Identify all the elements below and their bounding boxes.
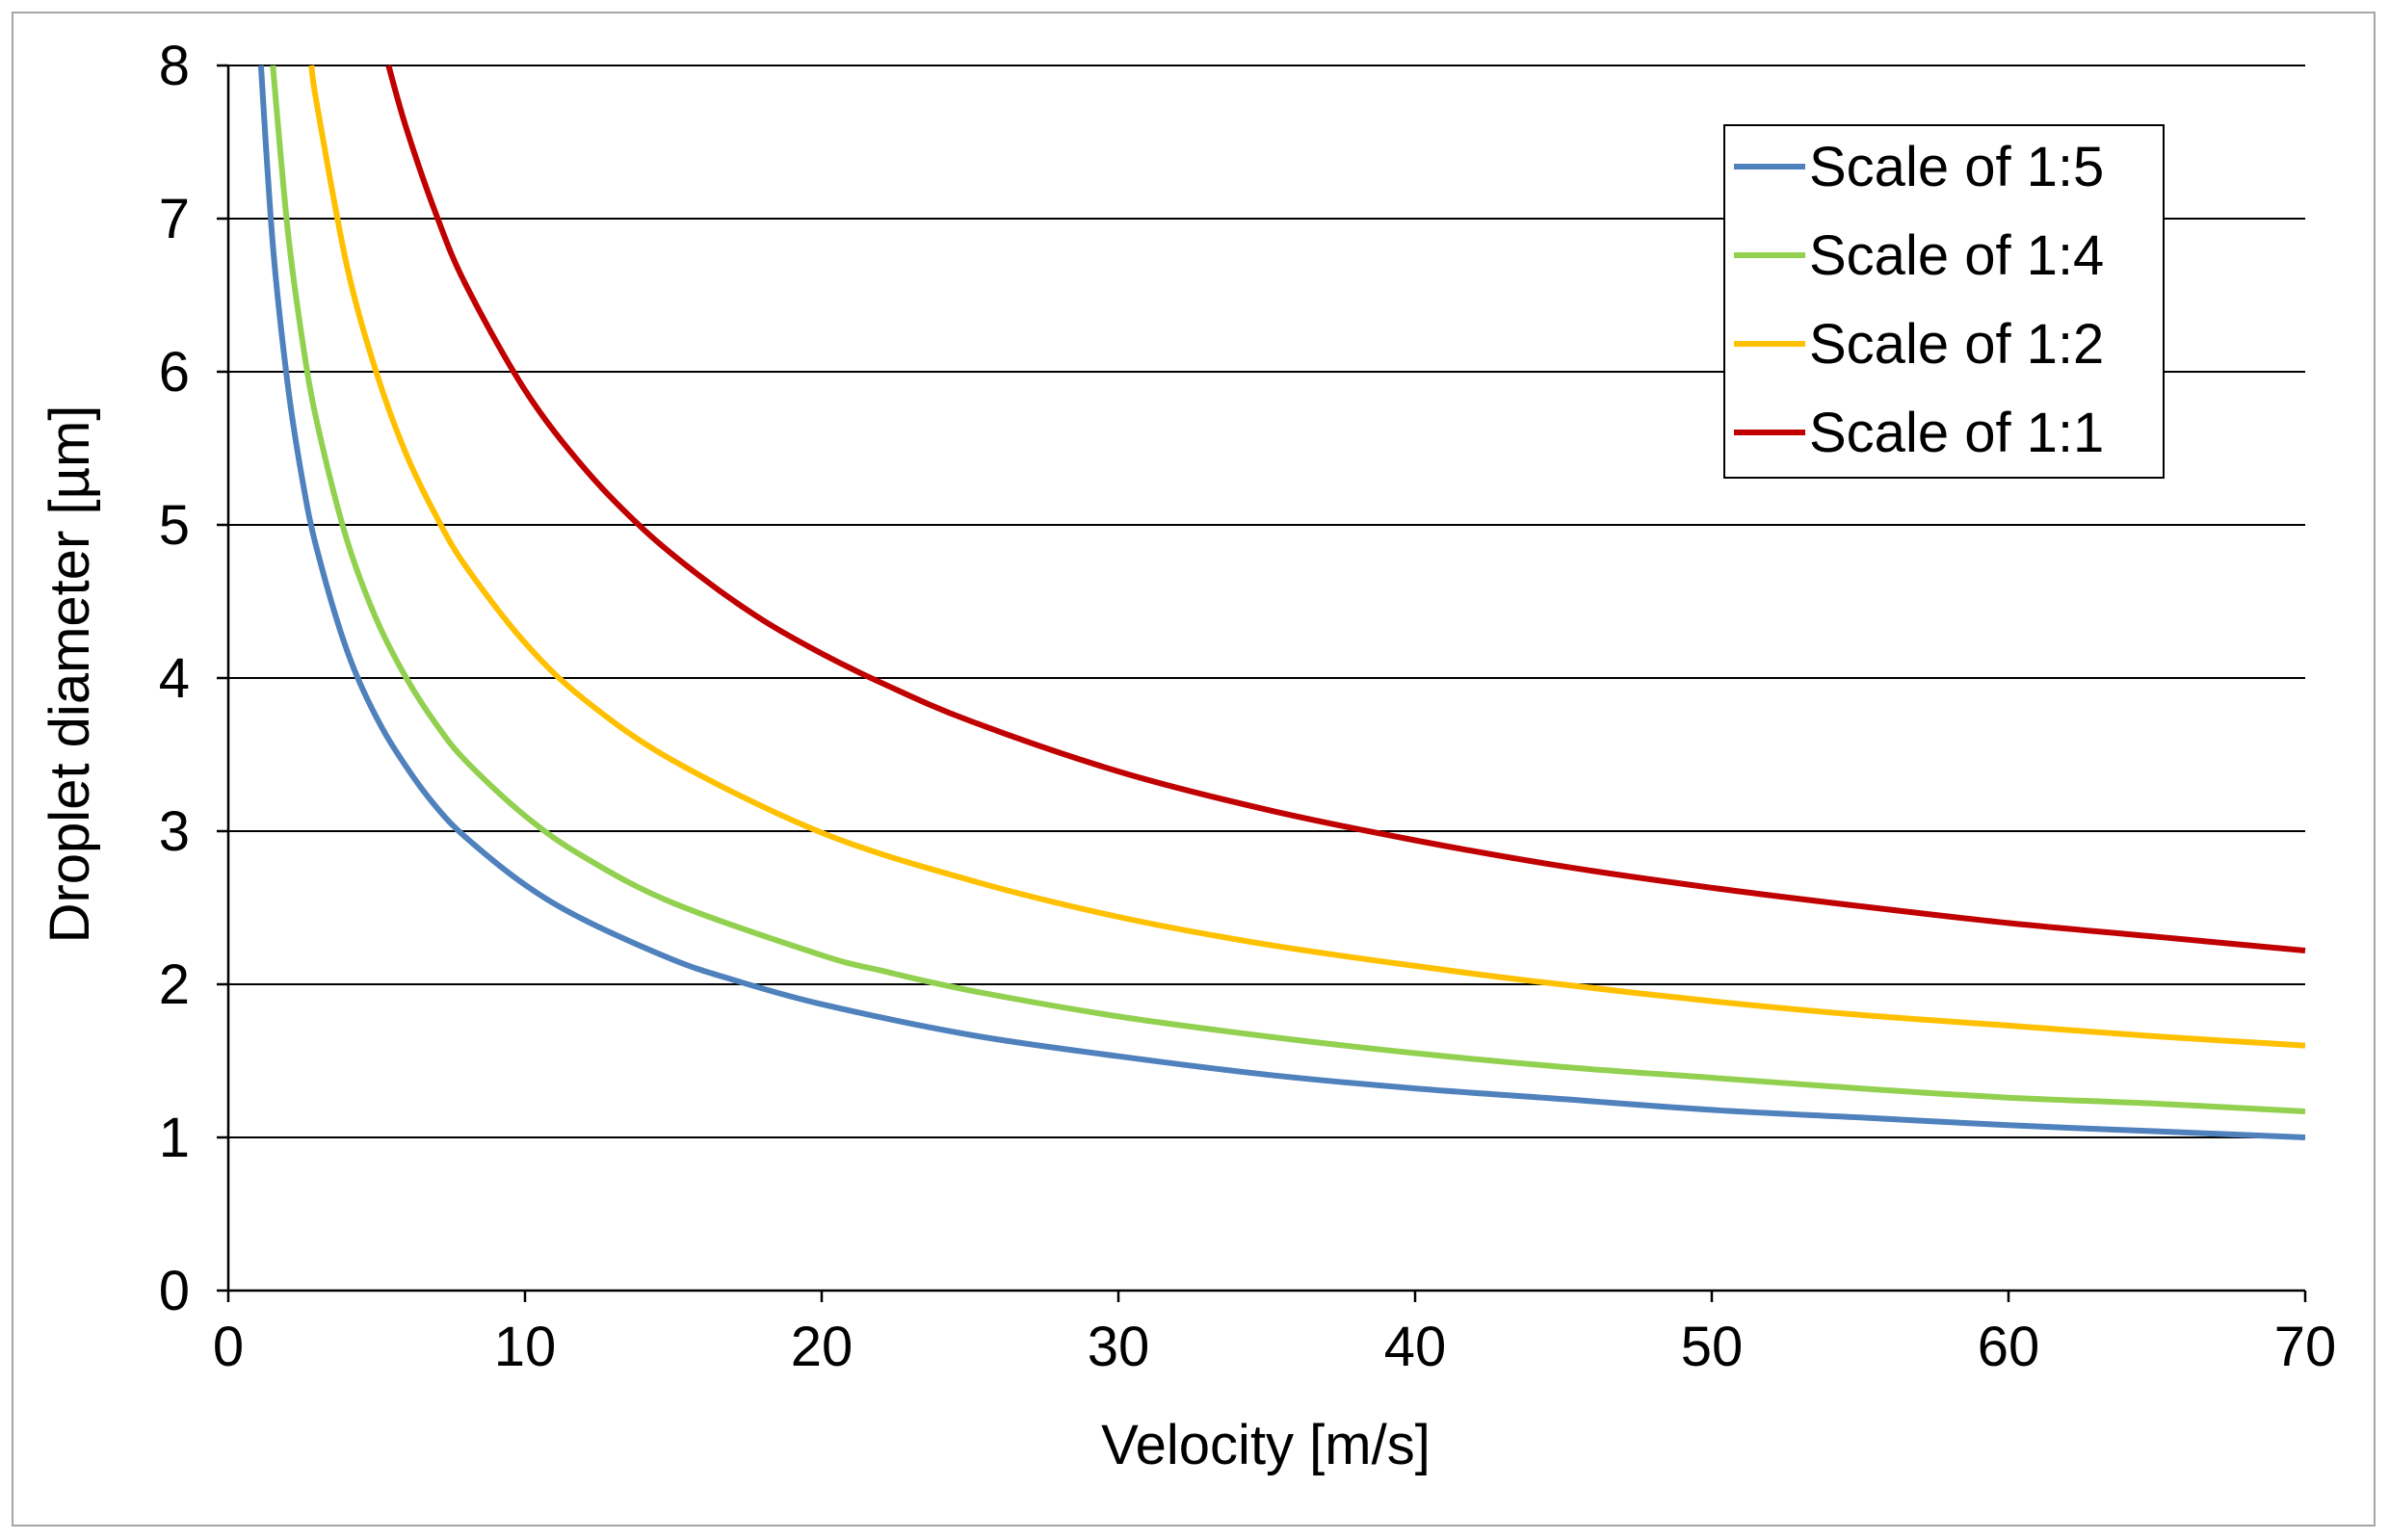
y-tick-labels: 0 1 2 3 4 5 6 7 8 xyxy=(159,35,190,1322)
x-tick-label-20: 20 xyxy=(791,1316,853,1378)
y-tick-label-5: 5 xyxy=(159,494,190,557)
y-tick-label-2: 2 xyxy=(159,953,190,1016)
y-tick-label-4: 4 xyxy=(159,647,190,710)
x-tick-labels: 0 10 20 30 40 50 60 70 xyxy=(213,1316,2336,1378)
x-axis-title: Velocity [m/s] xyxy=(1101,1414,1431,1476)
series-line-scale-of-1-2 xyxy=(308,65,2306,1049)
series-line-scale-of-1-1 xyxy=(385,65,2306,953)
legend-box xyxy=(1723,124,2165,479)
x-tick-label-0: 0 xyxy=(213,1316,244,1378)
y-tick-label-8: 8 xyxy=(159,35,190,97)
x-tick-label-50: 50 xyxy=(1681,1316,1744,1378)
legend-label-scale-of-1-5: Scale of 1:5 xyxy=(1809,136,2104,198)
y-axis-title: Droplet diameter [µm] xyxy=(39,405,101,944)
x-tick-label-40: 40 xyxy=(1384,1316,1447,1378)
legend: Scale of 1:5 Scale of 1:4 Scale of 1:2 Scal… xyxy=(1723,124,2165,479)
y-tick-label-7: 7 xyxy=(159,188,190,250)
y-tick-label-6: 6 xyxy=(159,341,190,404)
x-tick-label-60: 60 xyxy=(1978,1316,2040,1378)
series-line-scale-of-1-5 xyxy=(257,65,2306,1140)
y-tick-label-1: 1 xyxy=(159,1107,190,1169)
x-tick-label-10: 10 xyxy=(494,1316,557,1378)
legend-label-scale-of-1-2: Scale of 1:2 xyxy=(1809,313,2104,376)
series-lines xyxy=(257,65,2306,1140)
y-tick-label-0: 0 xyxy=(159,1260,190,1322)
x-tick-label-70: 70 xyxy=(2274,1316,2337,1378)
y-tick-label-3: 3 xyxy=(159,800,190,863)
series-line-scale-of-1-4 xyxy=(270,65,2306,1114)
x-tick-label-30: 30 xyxy=(1088,1316,1150,1378)
legend-label-scale-of-1-4: Scale of 1:4 xyxy=(1809,224,2104,287)
legend-label-scale-of-1-1: Scale of 1:1 xyxy=(1809,402,2104,464)
axes xyxy=(217,64,2307,1302)
